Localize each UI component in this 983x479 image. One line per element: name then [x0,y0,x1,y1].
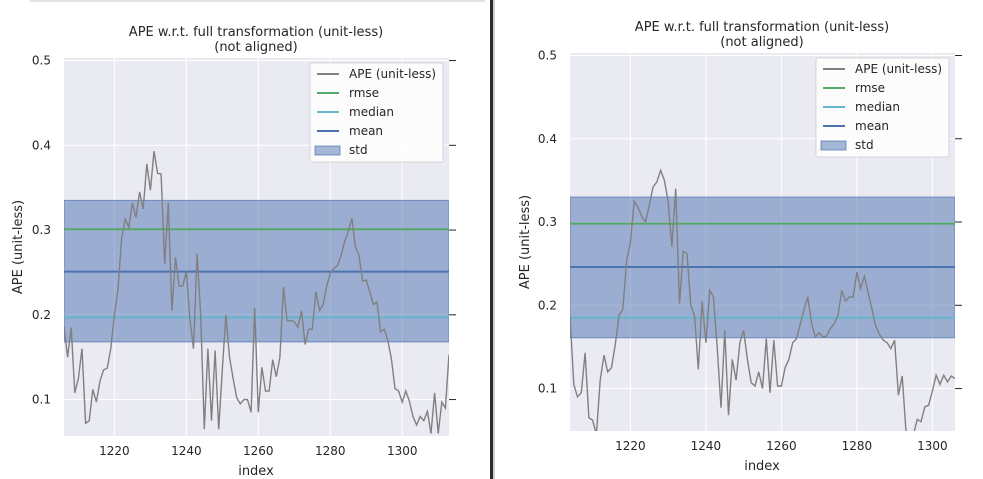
y-tick-label: 0.2 [538,298,557,312]
y-tick-label: 0.2 [32,308,51,322]
x-axis-label: index [744,459,780,474]
x-tick-label: 1260 [243,444,274,458]
top-edge-line [30,0,485,2]
x-tick-label: 1220 [615,439,646,453]
y-axis-label: APE (unit-less) [518,195,533,289]
y-tick-label: 0.1 [32,393,51,407]
legend-label: std [855,138,874,152]
legend-box [309,62,444,163]
y-tick-label: 0.3 [32,223,51,237]
x-axis-label: index [238,464,274,479]
legend-label: median [855,100,900,114]
chart-subtitle: (not aligned) [214,40,298,55]
ape-series-line [570,168,955,431]
y-tick-label: 0.3 [538,215,557,229]
y-tick-label: 0.4 [538,132,557,146]
legend-label: APE (unit-less) [855,62,942,76]
legend-label: APE (unit-less) [349,67,436,81]
window-divider [490,0,493,479]
legend-label: rmse [349,86,379,100]
legend-label: mean [855,119,889,133]
chart-title: APE w.r.t. full transformation (unit-les… [635,20,889,35]
legend-label: median [349,105,394,119]
legend: APE (unit-less) rmse median mean std [309,62,444,163]
x-tick-label: 1260 [766,439,797,453]
chart-subtitle: (not aligned) [720,35,804,50]
x-tick-label: 1220 [99,444,130,458]
legend: APE (unit-less) rmse median mean std [815,57,950,158]
legend-swatch-std [820,140,847,151]
ape-series-line [64,151,449,434]
x-tick-label: 1300 [917,439,948,453]
legend-label: std [349,143,368,157]
y-tick-label: 0.4 [32,138,51,152]
x-tick-label: 1240 [171,444,202,458]
x-tick-label: 1240 [691,439,722,453]
legend-label: rmse [855,81,885,95]
y-tick-label: 0.5 [32,54,51,68]
plot-data [64,151,449,434]
legend-swatch-std [314,145,341,156]
y-tick-label: 0.1 [538,382,557,396]
window-divider-light [493,0,495,479]
y-axis-label: APE (unit-less) [11,200,26,294]
chart-title: APE w.r.t. full transformation (unit-les… [129,25,383,40]
legend-box [815,57,950,158]
chart-left: APE w.r.t. full transformation (unit-les… [11,25,456,479]
y-tick-label: 0.5 [538,48,557,62]
x-tick-label: 1280 [315,444,346,458]
x-tick-label: 1300 [387,444,418,458]
x-tick-label: 1280 [842,439,873,453]
legend-label: mean [349,124,383,138]
plot-data [570,168,955,431]
